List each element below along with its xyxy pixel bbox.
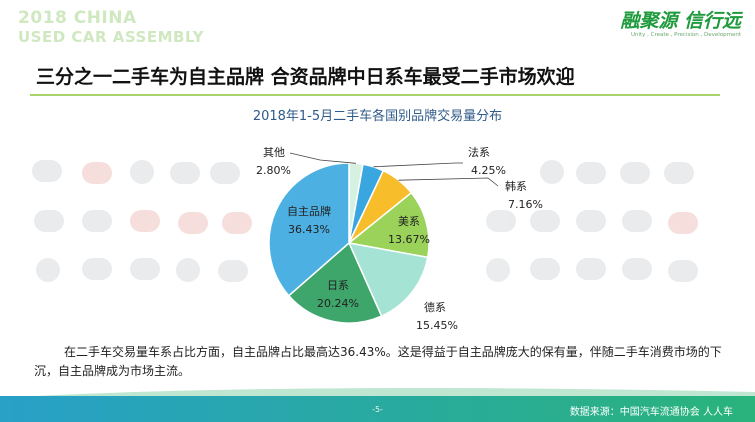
pie-slice xyxy=(347,191,430,259)
slice-label-value: 4.25% xyxy=(471,164,506,177)
slice-label-value: 36.43% xyxy=(288,223,330,236)
car-logo-icon xyxy=(576,210,606,232)
car-logo-icon xyxy=(540,160,564,184)
title-underline xyxy=(30,94,720,96)
car-logo-icon xyxy=(668,260,698,282)
car-logo-icon xyxy=(486,258,510,282)
watermark-year-line: 2018 CHINA xyxy=(18,8,137,28)
car-logo-icon xyxy=(170,162,200,184)
car-logo-icon xyxy=(130,210,160,232)
slice-label-name: 法系 xyxy=(468,146,490,159)
pie-slice xyxy=(268,162,350,297)
brand-tagline: Unity , Create , Precision , Development xyxy=(630,32,741,38)
car-logo-icon xyxy=(36,258,60,282)
car-logo-icon xyxy=(130,258,160,280)
car-logo-icon xyxy=(32,160,62,182)
page-title: 三分之一二手车为自主品牌 合资品牌中日系车最受二手市场欢迎 xyxy=(36,66,575,88)
car-logo-icon xyxy=(620,162,650,184)
car-logo-icon xyxy=(622,258,652,280)
car-logo-icon xyxy=(82,210,112,232)
car-logo-icon xyxy=(668,212,698,234)
slice-label-value: 7.16% xyxy=(508,198,543,211)
car-brand-logos-background xyxy=(0,150,755,310)
car-logo-icon xyxy=(576,258,606,280)
car-logo-icon xyxy=(530,258,560,280)
car-logo-icon xyxy=(34,210,64,232)
car-logo-icon xyxy=(622,210,652,232)
slice-label-value: 20.24% xyxy=(317,297,359,310)
slice-label-name: 自主品牌 xyxy=(287,205,331,218)
pie-slice xyxy=(287,241,383,324)
footer-wave xyxy=(0,388,755,398)
car-logo-icon xyxy=(664,162,694,184)
car-logo-icon xyxy=(82,258,112,280)
car-logo-icon xyxy=(486,210,516,232)
leader-line xyxy=(373,162,463,168)
car-logo-icon xyxy=(176,258,200,282)
slice-label-name: 韩系 xyxy=(505,180,527,193)
data-source: 数据来源：中国汽车流通协会 人人车 xyxy=(569,407,733,418)
slice-label-value: 15.45% xyxy=(416,319,458,332)
watermark-event-line: USED CAR ASSEMBLY xyxy=(18,28,205,46)
car-logo-icon xyxy=(82,162,112,184)
car-logo-icon xyxy=(130,160,154,184)
brand-slogan: 融聚源 信行远 xyxy=(620,10,741,32)
slice-label-name: 美系 xyxy=(398,215,420,228)
car-logo-icon xyxy=(178,212,208,234)
pie-slice xyxy=(347,242,429,318)
slice-label-name: 其他 xyxy=(263,146,285,159)
car-logo-icon xyxy=(218,260,248,282)
page-number: -5- xyxy=(372,405,383,414)
car-logo-icon xyxy=(530,210,560,232)
analysis-paragraph: 在二手车交易量车系占比方面，自主品牌占比最高达36.43%。这是得益于自主品牌庞… xyxy=(34,345,722,378)
brand-logo: 融聚源 信行远 Unity , Create , Precision , Dev… xyxy=(571,6,741,46)
slice-label-name: 德系 xyxy=(424,301,446,314)
leader-line xyxy=(398,177,499,187)
leader-line xyxy=(289,152,357,164)
footer-bar xyxy=(0,396,755,422)
event-watermark: 2018 CHINA USED CAR ASSEMBLY xyxy=(18,6,258,48)
car-logo-icon xyxy=(222,212,252,234)
slice-label-name: 日系 xyxy=(327,279,349,292)
slice-label-value: 13.67% xyxy=(388,233,430,246)
slice-label-value: 2.80% xyxy=(256,164,291,177)
chart-title: 2018年1-5月二手车各国别品牌交易量分布 xyxy=(252,109,503,124)
car-logo-icon xyxy=(576,162,606,184)
car-logo-icon xyxy=(210,162,240,184)
